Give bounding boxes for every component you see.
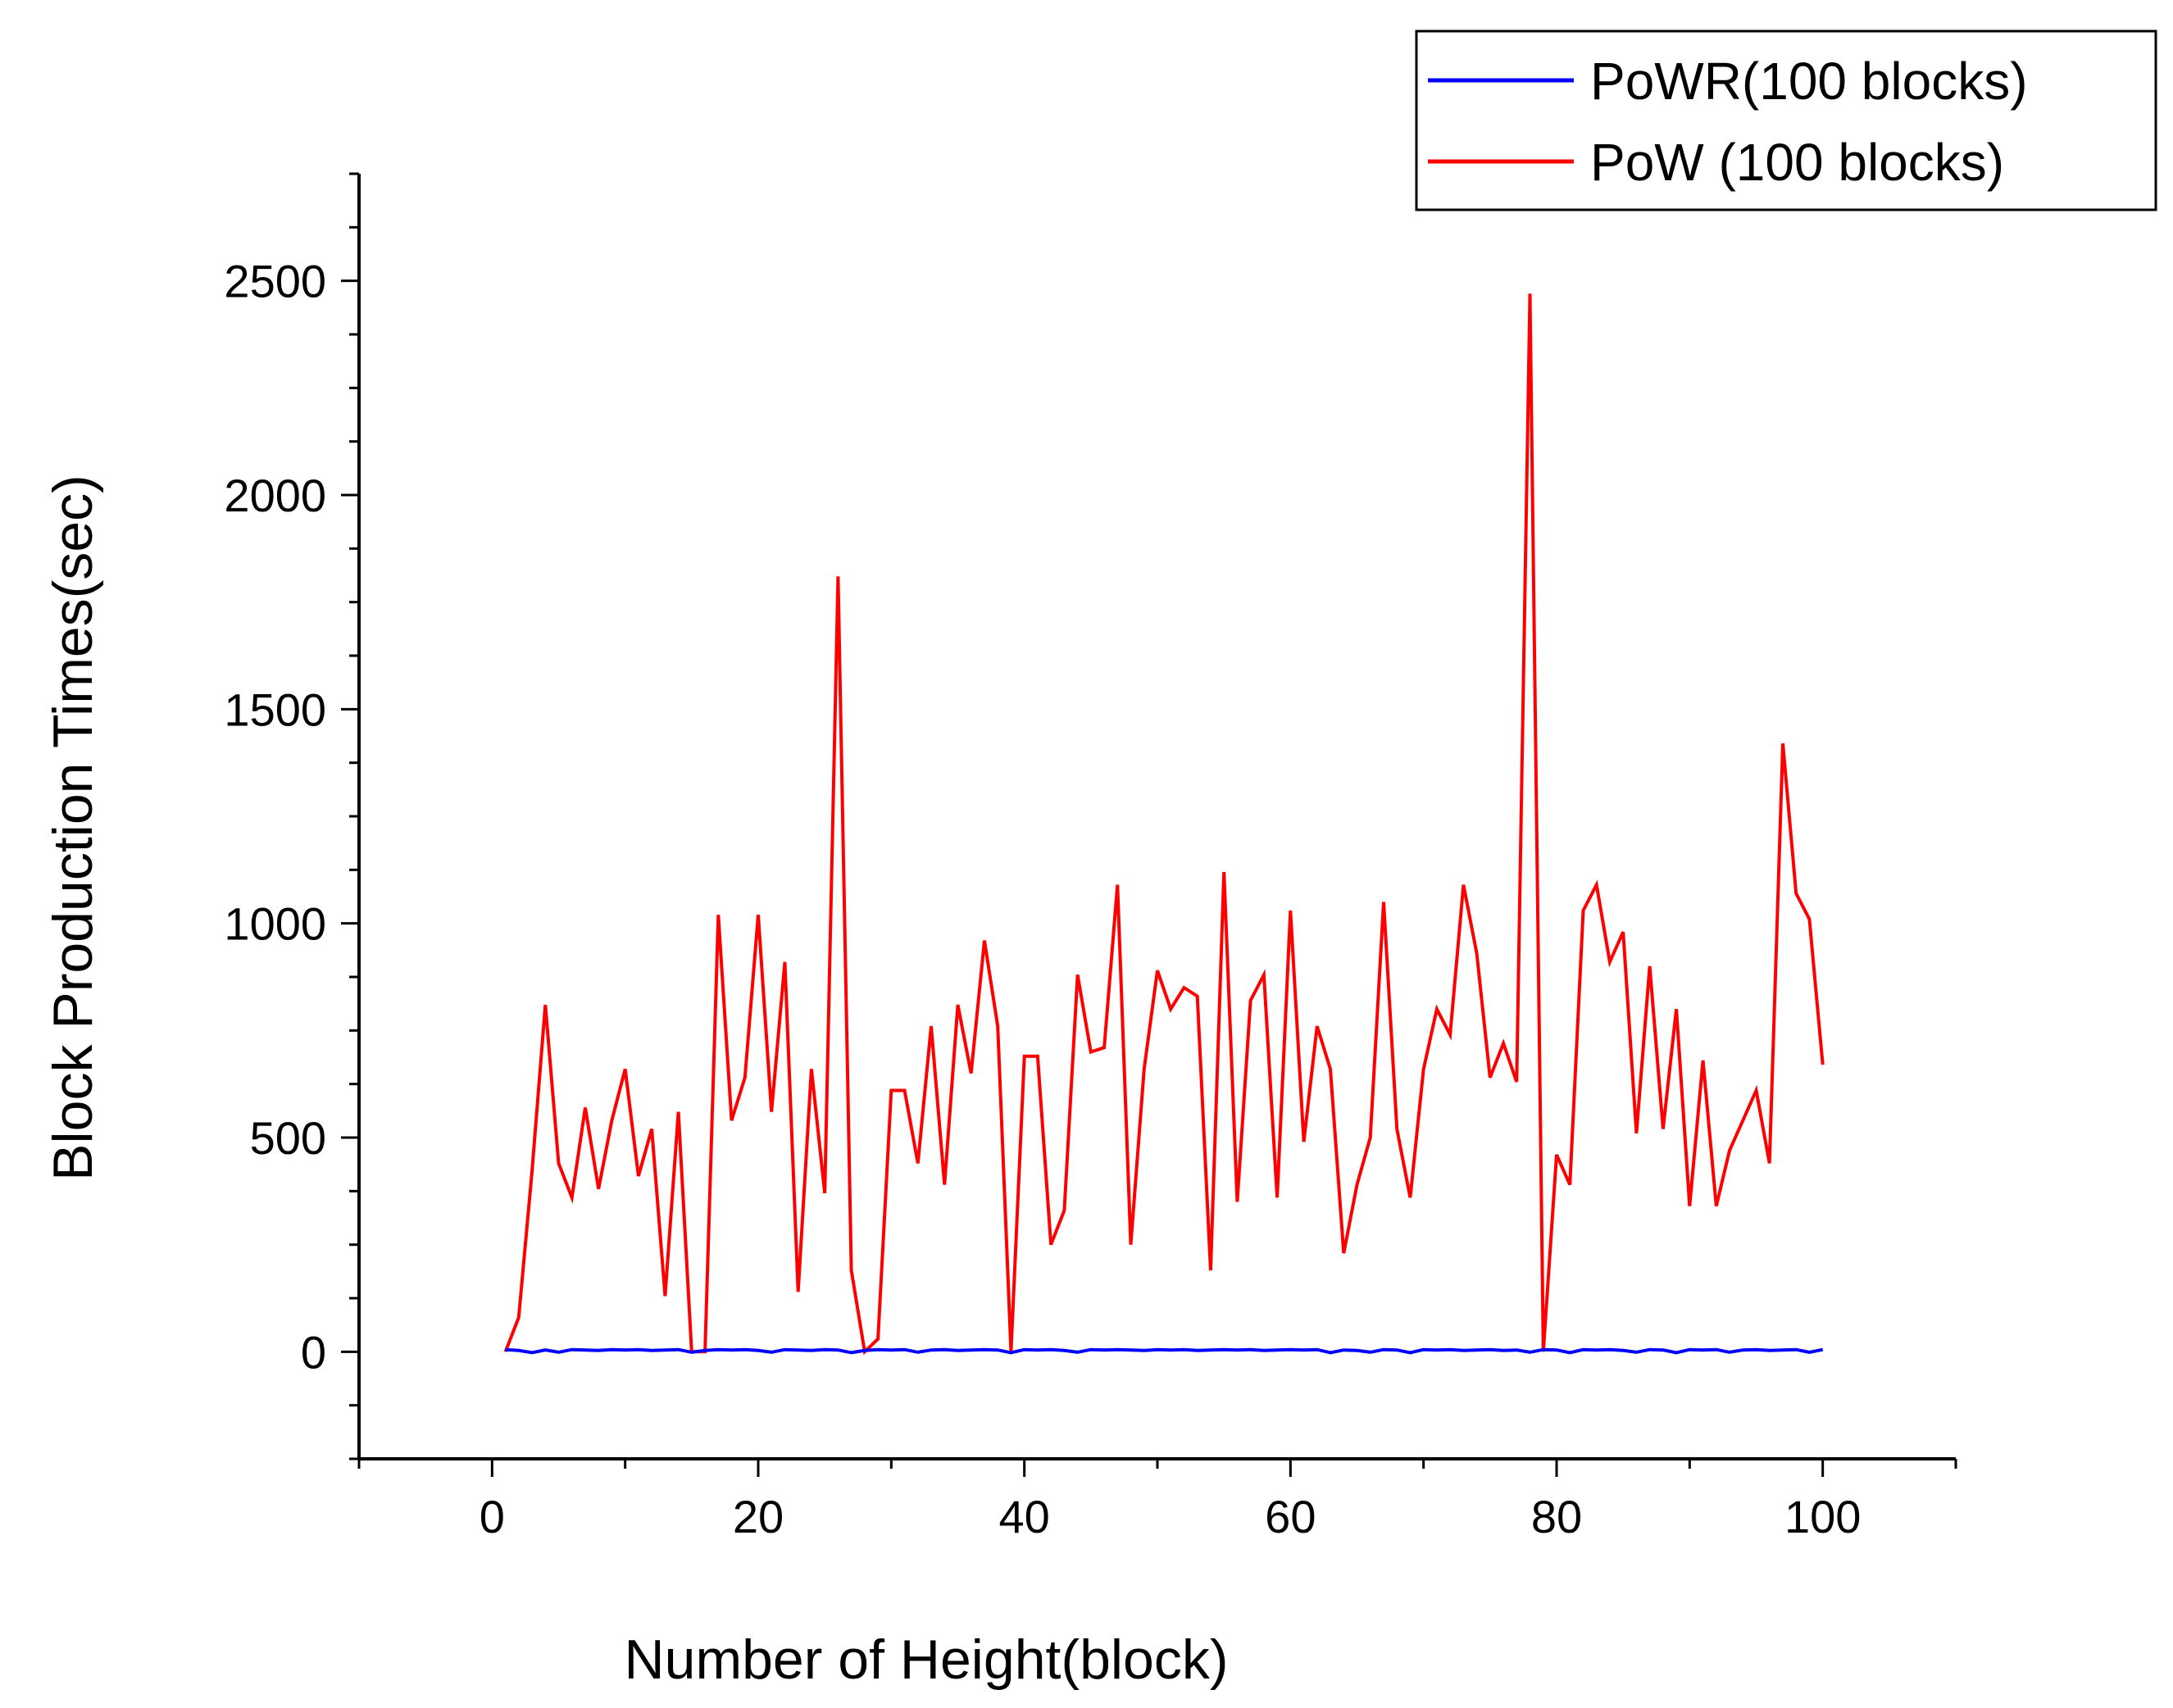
series-layer bbox=[503, 293, 1825, 1356]
y-tick-label: 1000 bbox=[224, 898, 326, 950]
legend-label-powr: PoWR(100 blocks) bbox=[1590, 52, 2028, 111]
legend: PoWR(100 blocks) PoW (100 blocks) bbox=[1415, 30, 2157, 211]
x-tick-label: 40 bbox=[999, 1491, 1050, 1542]
y-axis-label: Block Production Times(sec) bbox=[42, 475, 104, 1181]
x-tick-label: 60 bbox=[1265, 1491, 1316, 1542]
series-line-powr bbox=[505, 1347, 1824, 1355]
y-tick-label: 1500 bbox=[224, 684, 326, 735]
legend-label-pow: PoW (100 blocks) bbox=[1590, 133, 2004, 192]
y-tick-label: 0 bbox=[301, 1326, 326, 1378]
series-line-pow bbox=[503, 293, 1825, 1356]
legend-box bbox=[1415, 30, 2157, 211]
y-tick-label: 2500 bbox=[224, 256, 326, 307]
x-tick-label: 100 bbox=[1784, 1491, 1861, 1542]
x-tick-label: 80 bbox=[1531, 1491, 1582, 1542]
x-tick-label: 20 bbox=[733, 1491, 784, 1542]
x-axis-label: Number of Height(block) bbox=[625, 1629, 1229, 1691]
y-tick-label: 500 bbox=[250, 1112, 326, 1164]
x-tick-label: 0 bbox=[480, 1491, 505, 1542]
y-tick-label: 2000 bbox=[224, 470, 326, 521]
